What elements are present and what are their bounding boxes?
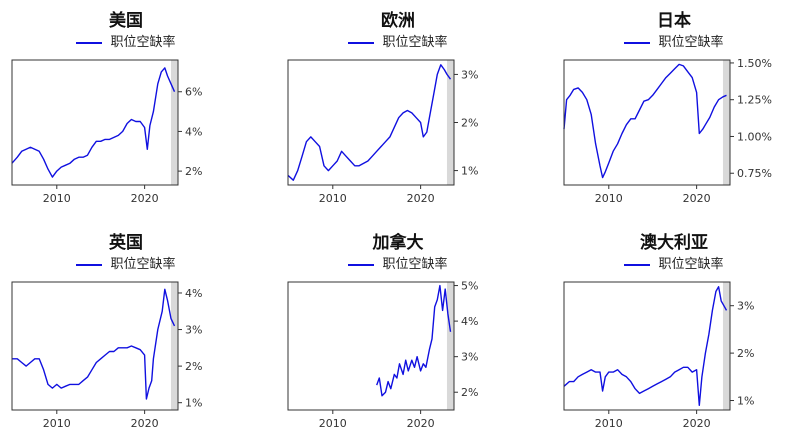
chart-title: 澳大利亚 [640, 233, 708, 253]
chart-panel: 欧洲 职位空缺率 [272, 0, 524, 221]
chart-legend: 职位空缺率 [548, 31, 800, 50]
legend-swatch [624, 41, 651, 44]
chart-title: 日本 [657, 11, 691, 31]
legend-label: 职位空缺率 [658, 35, 724, 50]
chart-legend: 职位空缺率 [272, 31, 524, 50]
chart-legend: 职位空缺率 [272, 253, 524, 272]
legend-label: 职位空缺率 [382, 257, 448, 272]
legend-label: 职位空缺率 [110, 35, 176, 50]
legend-swatch [76, 41, 103, 44]
legend-swatch [348, 41, 375, 44]
chart-panel: 加拿大职位空缺率 [272, 222, 524, 443]
legend-swatch [348, 263, 375, 266]
chart-legend: 职位空缺率 [0, 253, 252, 272]
chart-panel: 美国 职位空缺率 [0, 0, 252, 221]
legend-label: 职位空缺率 [658, 257, 724, 272]
chart-legend: 职位空缺率 [0, 31, 252, 50]
legend-swatch [624, 263, 651, 266]
legend-label: 职位空缺率 [110, 257, 176, 272]
chart-legend: 职位空缺率 [548, 253, 800, 272]
chart-title: 英国 [109, 233, 143, 253]
chart-title: 欧洲 [381, 11, 415, 31]
chart-panel: 澳大利亚职位空缺率 [548, 222, 800, 443]
chart-title: 美国 [109, 11, 143, 31]
chart-title: 加拿大 [372, 233, 424, 253]
chart-panel: 日本 职位空缺率 [548, 0, 800, 221]
legend-label: 职位空缺率 [382, 35, 448, 50]
legend-swatch [76, 263, 103, 266]
chart-panel: 英国 职位空缺率 [0, 222, 252, 443]
